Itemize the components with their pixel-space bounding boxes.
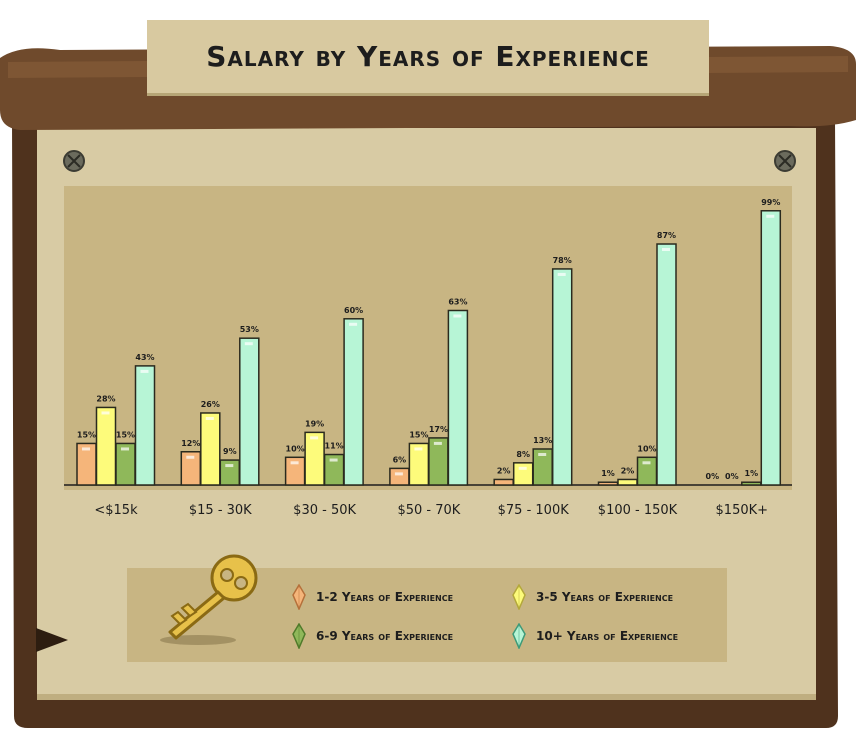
value-label: 15%	[77, 430, 96, 439]
bar-4-0	[493, 478, 514, 486]
value-label: 11%	[325, 442, 344, 451]
value-label: 78%	[553, 256, 572, 265]
value-label: 17%	[429, 425, 448, 434]
category-label: $75 - 100K	[498, 503, 570, 518]
legend-label: 1-2 Years of Experience	[316, 590, 454, 604]
value-label: 8%	[516, 450, 530, 459]
value-label: 26%	[201, 400, 220, 409]
bar-highlight	[244, 342, 253, 346]
screw-right-icon	[774, 150, 796, 172]
category-label: $100 - 150K	[598, 503, 678, 518]
bar-0-1	[95, 406, 117, 486]
green-gem-icon	[292, 623, 306, 649]
bar-highlight	[310, 436, 319, 440]
bar-1-3	[239, 337, 260, 486]
bar-highlight	[290, 461, 299, 465]
legend-item: 1-2 Years of Experience	[292, 584, 453, 610]
board-bottom-edge	[37, 694, 816, 700]
value-label: 12%	[181, 439, 200, 448]
bar-highlight	[121, 447, 129, 451]
bar-2-1	[304, 431, 325, 486]
bar-5-0	[597, 481, 619, 486]
category-label: $30 - 50K	[293, 503, 356, 518]
left-notch	[36, 628, 68, 652]
value-label: 87%	[657, 231, 676, 240]
category-label: $15 - 30K	[189, 503, 252, 518]
legend-label: 10+ Years of Experience	[536, 629, 679, 643]
legend-label: 3-5 Years of Experience	[536, 590, 674, 604]
bar-highlight	[433, 441, 442, 445]
bar-highlight	[225, 464, 234, 468]
value-label: 28%	[96, 394, 115, 403]
value-label: 15%	[116, 430, 135, 439]
bar-6-3	[760, 210, 782, 486]
legend-item: 10+ Years of Experience	[512, 623, 678, 649]
bar-highlight	[518, 466, 527, 470]
bar-highlight	[642, 461, 651, 465]
legend-item: 3-5 Years of Experience	[512, 584, 673, 610]
legend-label: 6-9 Years of Experience	[316, 629, 454, 643]
bar-3-3	[447, 309, 469, 486]
value-label: 10%	[637, 444, 656, 453]
bar-1-2	[219, 459, 241, 486]
orange-gem-icon	[292, 584, 306, 610]
chart-title: Salary by Years of Experience	[206, 40, 650, 73]
value-label: 6%	[393, 455, 407, 464]
value-label: 53%	[240, 325, 259, 334]
bar-highlight	[82, 447, 90, 451]
bar-highlight	[557, 272, 566, 276]
bar-1-1	[200, 412, 221, 486]
bar-highlight	[453, 314, 462, 318]
value-label: 15%	[409, 430, 428, 439]
bar-6-2	[741, 481, 762, 486]
value-labels-layer: 15% 28% 15% 43% 12% 26% 9% 53% 10% 19% 11% 60% 6% 15%…	[77, 198, 780, 481]
value-label: 9%	[223, 447, 237, 456]
screw-left-icon	[63, 150, 85, 172]
legend-item: 6-9 Years of Experience	[292, 623, 453, 649]
bar-highlight	[766, 214, 775, 218]
bar-highlight	[140, 369, 149, 373]
value-label: 99%	[761, 198, 780, 207]
value-label: 1%	[601, 469, 615, 478]
value-label: 13%	[533, 436, 552, 445]
value-label: 2%	[621, 466, 635, 475]
bar-highlight	[538, 452, 547, 456]
key-icon	[160, 554, 258, 645]
bar-3-0	[389, 467, 410, 486]
value-label: 0%	[725, 472, 739, 481]
bar-highlight	[349, 322, 358, 326]
bar-0-3	[134, 365, 156, 486]
bar-5-3	[656, 243, 677, 486]
bar-4-3	[551, 268, 573, 486]
value-label: 10%	[286, 444, 305, 453]
category-label: <$15k	[94, 503, 138, 518]
value-label: 60%	[344, 306, 363, 315]
bars-layer	[76, 210, 782, 486]
bar-highlight	[101, 411, 110, 415]
bar-2-3	[343, 318, 364, 486]
value-label: 1%	[745, 469, 759, 478]
bar-5-1	[617, 478, 638, 486]
value-label: 2%	[497, 466, 511, 475]
bar-4-1	[512, 462, 534, 486]
bar-highlight	[186, 455, 195, 459]
bar-highlight	[414, 447, 423, 451]
yellow-gem-icon	[512, 584, 526, 610]
bar-3-2	[428, 437, 449, 486]
category-label: $150K+	[716, 503, 769, 518]
category-labels-layer: <$15k $15 - 30K $30 - 50K $50 - 70K $75 - 10…	[94, 503, 768, 518]
category-label: $50 - 70K	[397, 503, 460, 518]
value-label: 19%	[305, 419, 324, 428]
bar-highlight	[329, 458, 338, 462]
value-label: 43%	[135, 353, 154, 362]
bar-highlight	[662, 248, 670, 252]
value-label: 0%	[706, 472, 720, 481]
value-label: 63%	[448, 297, 467, 306]
title-banner: Salary by Years of Experience	[147, 20, 709, 96]
teal-gem-icon	[512, 623, 526, 649]
bar-highlight	[205, 416, 214, 420]
bar-highlight	[394, 472, 403, 476]
